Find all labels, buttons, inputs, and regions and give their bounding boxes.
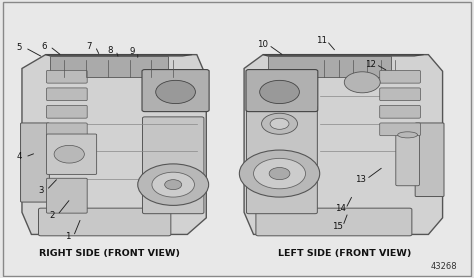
Polygon shape xyxy=(46,55,192,56)
FancyBboxPatch shape xyxy=(268,56,391,77)
Text: 7: 7 xyxy=(87,42,92,51)
Text: LEFT SIDE (FRONT VIEW): LEFT SIDE (FRONT VIEW) xyxy=(278,249,411,258)
Text: 10: 10 xyxy=(257,41,268,49)
FancyBboxPatch shape xyxy=(50,56,168,77)
Polygon shape xyxy=(22,55,206,234)
Text: 5: 5 xyxy=(17,43,22,52)
Circle shape xyxy=(269,167,290,180)
FancyBboxPatch shape xyxy=(46,105,87,118)
Text: 12: 12 xyxy=(365,60,376,69)
Text: 4: 4 xyxy=(17,152,22,162)
FancyBboxPatch shape xyxy=(396,134,419,186)
FancyBboxPatch shape xyxy=(46,70,87,83)
FancyBboxPatch shape xyxy=(246,106,318,214)
Text: 2: 2 xyxy=(49,210,55,220)
FancyBboxPatch shape xyxy=(20,123,49,202)
Circle shape xyxy=(254,158,306,189)
Circle shape xyxy=(262,113,298,134)
FancyBboxPatch shape xyxy=(142,70,209,111)
FancyBboxPatch shape xyxy=(46,134,97,174)
FancyBboxPatch shape xyxy=(415,123,444,197)
FancyBboxPatch shape xyxy=(38,208,171,236)
Polygon shape xyxy=(263,55,424,56)
Circle shape xyxy=(152,172,194,197)
Text: 3: 3 xyxy=(38,186,44,195)
FancyBboxPatch shape xyxy=(246,70,318,111)
Text: 9: 9 xyxy=(129,47,135,56)
FancyBboxPatch shape xyxy=(380,88,420,101)
FancyBboxPatch shape xyxy=(380,70,420,83)
Text: 15: 15 xyxy=(332,222,343,231)
Text: 1: 1 xyxy=(65,232,71,241)
Ellipse shape xyxy=(398,132,418,138)
Circle shape xyxy=(344,72,380,93)
Text: 8: 8 xyxy=(108,46,113,55)
Text: 14: 14 xyxy=(335,204,346,213)
Circle shape xyxy=(54,145,84,163)
Text: RIGHT SIDE (FRONT VIEW): RIGHT SIDE (FRONT VIEW) xyxy=(39,249,180,258)
Text: 6: 6 xyxy=(41,42,47,51)
Circle shape xyxy=(260,80,300,104)
FancyBboxPatch shape xyxy=(46,123,87,136)
Text: 11: 11 xyxy=(316,36,327,45)
FancyBboxPatch shape xyxy=(380,105,420,118)
FancyBboxPatch shape xyxy=(46,88,87,101)
Circle shape xyxy=(270,118,289,129)
FancyBboxPatch shape xyxy=(256,208,412,236)
Circle shape xyxy=(138,164,209,205)
FancyBboxPatch shape xyxy=(380,123,420,136)
Text: 13: 13 xyxy=(356,175,366,183)
FancyBboxPatch shape xyxy=(143,117,204,214)
Circle shape xyxy=(164,180,182,190)
Circle shape xyxy=(156,80,195,104)
Circle shape xyxy=(239,150,319,197)
Polygon shape xyxy=(244,55,443,234)
Text: 43268: 43268 xyxy=(430,262,457,271)
FancyBboxPatch shape xyxy=(46,178,87,213)
